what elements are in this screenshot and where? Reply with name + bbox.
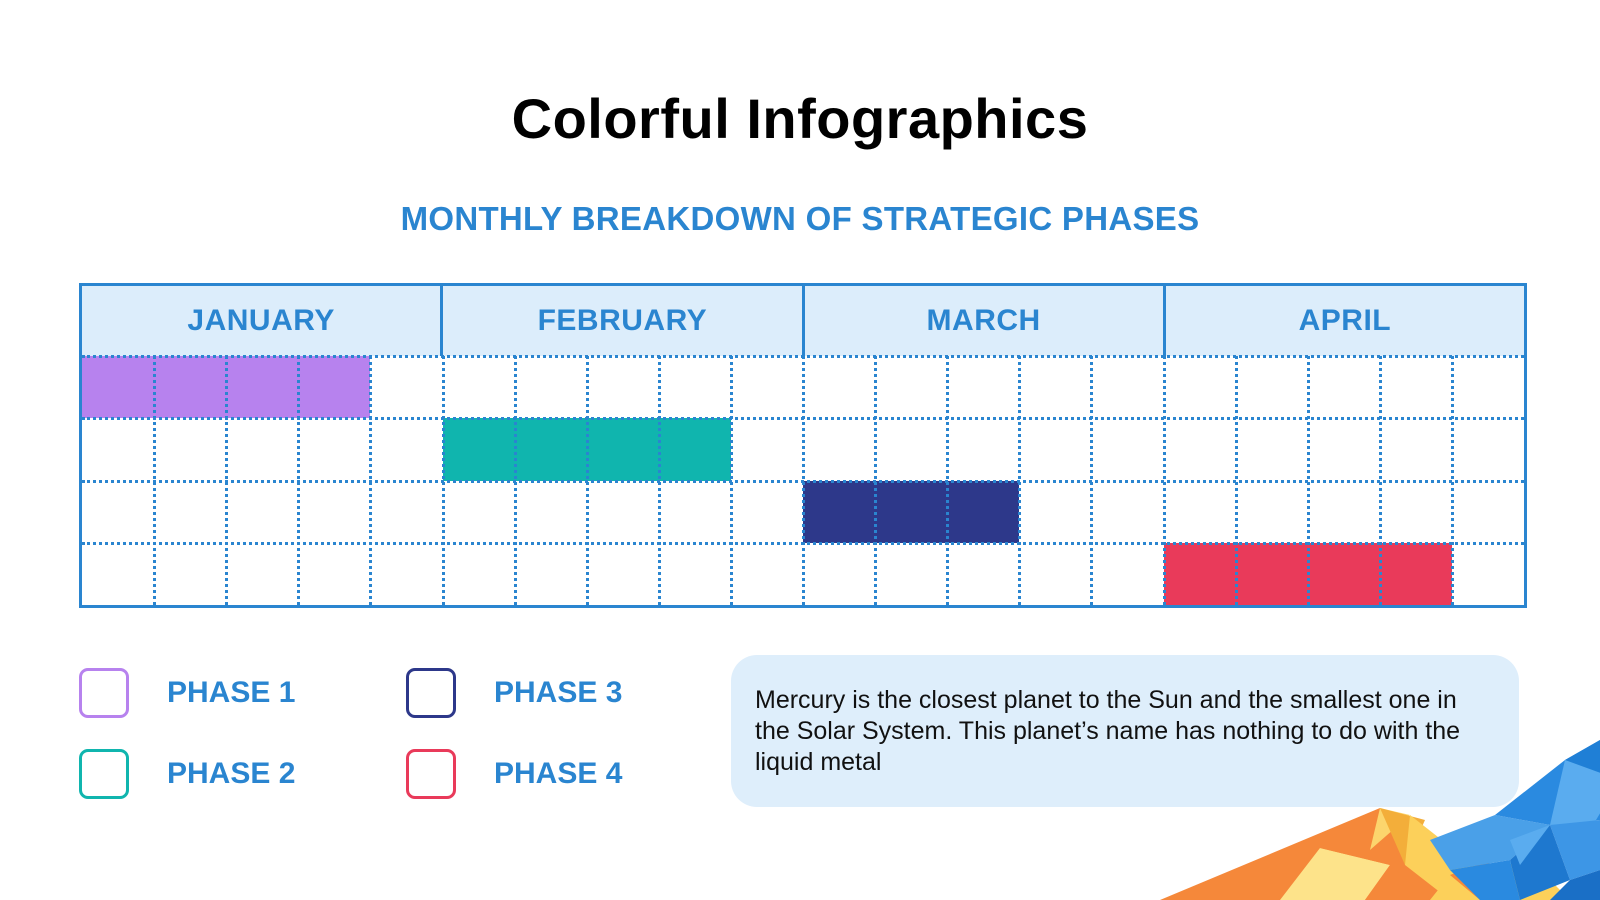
- gantt-chart: JANUARY FEBRUARY MARCH APRIL: [79, 283, 1527, 608]
- month-header-february: FEBRUARY: [440, 286, 801, 356]
- legend-label: PHASE 3: [494, 676, 623, 709]
- legend-label: PHASE 1: [167, 676, 296, 709]
- grid-hline: [82, 479, 1524, 483]
- grid-hline: [82, 541, 1524, 545]
- legend-swatch-phase-1: [79, 668, 129, 718]
- month-header-march: MARCH: [801, 286, 1163, 356]
- grid-hline: [82, 417, 1524, 421]
- legend-swatch-phase-3: [406, 668, 456, 718]
- month-header-april: APRIL: [1162, 286, 1524, 356]
- page-title: Colorful Infographics: [511, 87, 1089, 150]
- legend-swatch-phase-2: [79, 749, 129, 799]
- phase-bar-3: [803, 480, 1020, 543]
- month-header-january: JANUARY: [187, 304, 335, 337]
- legend-item-phase-1: PHASE 1: [79, 668, 295, 718]
- legend-swatch-phase-4: [406, 749, 456, 799]
- low-poly-mountain-decoration: [1160, 740, 1600, 900]
- legend-item-phase-4: PHASE 4: [406, 749, 622, 799]
- legend-label: PHASE 4: [494, 757, 623, 790]
- legend-label: PHASE 2: [167, 757, 296, 790]
- description-note: Mercury is the closest planet to the Sun…: [731, 655, 1519, 807]
- chart-subtitle: MONTHLY BREAKDOWN OF STRATEGIC PHASES: [400, 200, 1200, 237]
- legend-item-phase-2: PHASE 2: [79, 749, 295, 799]
- legend-item-phase-3: PHASE 3: [406, 668, 622, 718]
- gantt-body: [82, 355, 1524, 605]
- gantt-header: JANUARY FEBRUARY MARCH APRIL: [82, 286, 1524, 356]
- grid-hline: [82, 355, 1524, 358]
